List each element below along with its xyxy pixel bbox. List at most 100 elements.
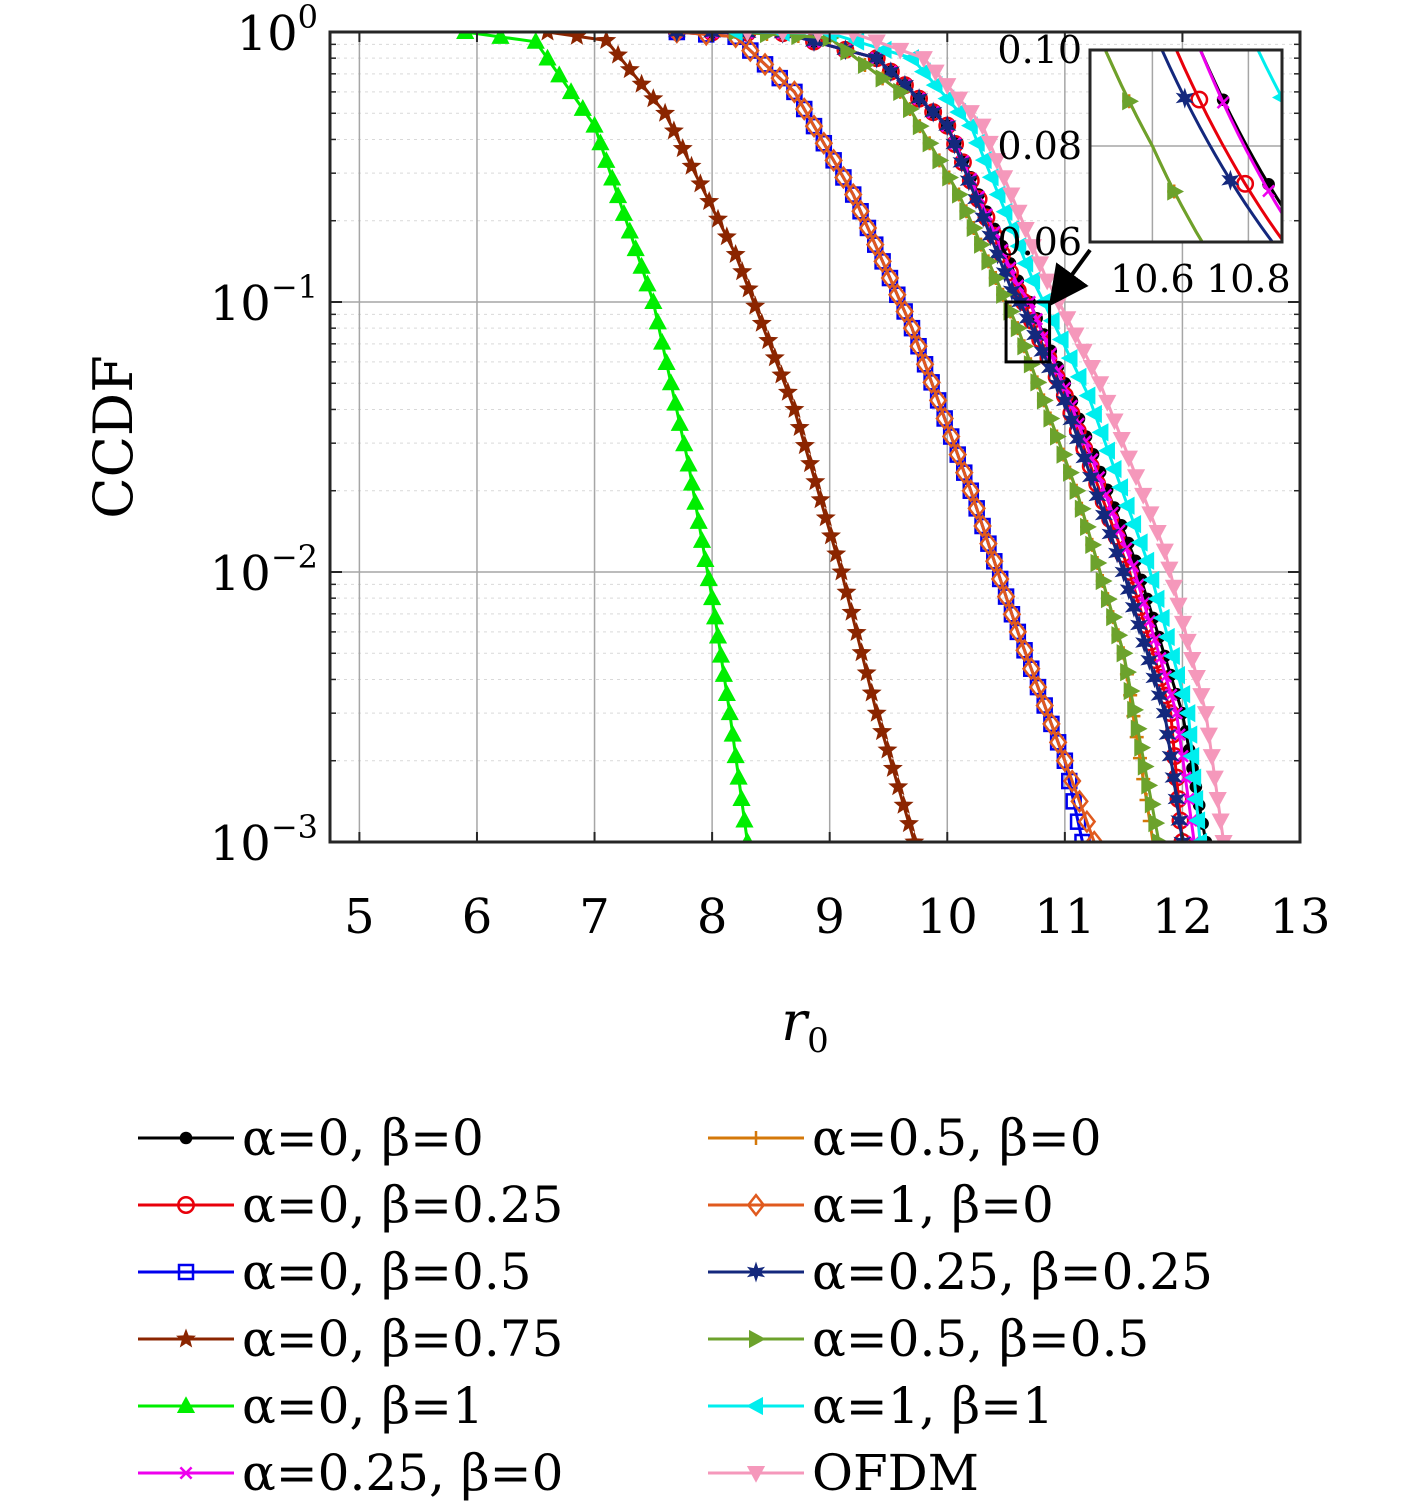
data-point-star — [821, 525, 841, 545]
data-point-hexstar — [995, 262, 1014, 283]
data-point-triangle-right — [903, 99, 920, 119]
data-point-triangle-down — [742, 32, 753, 42]
data-point-hexstar — [1081, 466, 1101, 488]
data-point-star — [826, 543, 847, 563]
data-point-diamond — [985, 549, 1004, 574]
data-point-triangle-left — [1184, 768, 1202, 787]
data-point-star — [738, 278, 759, 298]
data-point-triangle-up — [705, 607, 725, 625]
data-point-hexstar — [1221, 169, 1240, 191]
legend: α=0, β=0 α=0, β=0.25 α=0, β=0.5 α=0, β=0.75… — [138, 1109, 1213, 1502]
data-point-triangle-left — [1168, 665, 1186, 685]
data-point-star — [866, 702, 887, 722]
data-point-star — [771, 364, 792, 384]
data-point-hexstar — [1155, 702, 1174, 724]
data-point-triangle-down — [1038, 273, 1057, 291]
data-point-triangle-right — [1050, 427, 1067, 446]
data-point-diamond — [941, 424, 961, 449]
data-point-triangle-down — [914, 51, 933, 68]
data-point-star — [777, 381, 798, 401]
legend-label: α=0, β=1 — [242, 1377, 484, 1435]
data-point-triangle-down — [1183, 651, 1202, 669]
data-point-triangle-left — [746, 1396, 763, 1416]
legend-entry: α=0, β=0 — [138, 1109, 484, 1167]
data-point-triangle-right — [1095, 571, 1113, 591]
data-point-triangle-left — [1186, 789, 1204, 809]
data-point-x — [1216, 96, 1230, 110]
data-point-triangle-left — [1182, 747, 1200, 766]
data-point-diamond — [1084, 830, 1104, 842]
data-point-triangle-left — [1142, 570, 1160, 589]
data-point-triangle-left — [1069, 367, 1087, 387]
data-point-triangle-up — [526, 32, 545, 49]
data-point-triangle-down — [1082, 360, 1101, 377]
data-point-triangle-down — [1164, 579, 1184, 597]
data-point-triangle-right — [1023, 355, 1041, 374]
inset-y-tick-label: 0.08 — [997, 124, 1082, 168]
data-point-triangle-left — [1051, 330, 1069, 349]
series-3 — [541, 32, 925, 842]
data-point-triangle-left — [1147, 589, 1165, 609]
data-point-triangle-up — [714, 665, 733, 682]
data-point-triangle-left — [1098, 441, 1115, 460]
data-point-hexstar — [1026, 324, 1045, 346]
data-point-diamond — [834, 165, 853, 190]
data-point-star — [725, 244, 746, 263]
data-point-diamond — [954, 460, 974, 485]
legend-label: α=0.25, β=0 — [242, 1444, 563, 1502]
data-point-triangle-down — [1058, 311, 1077, 329]
data-point-x — [1175, 749, 1189, 763]
data-point-diamond — [794, 97, 814, 121]
data-point-triangle-up — [670, 414, 689, 431]
data-point-triangle-up — [726, 746, 745, 764]
data-point-x — [1137, 596, 1151, 610]
data-point-triangle-up — [711, 645, 731, 663]
data-point-triangle-down — [987, 153, 1007, 170]
data-point-diamond — [858, 216, 878, 240]
data-point-diamond — [746, 1193, 766, 1217]
data-point-triangle-up — [723, 724, 742, 742]
data-point-triangle-right — [1036, 391, 1054, 410]
data-point-diamond — [824, 148, 843, 173]
data-point-triangle-up — [682, 473, 702, 491]
data-point-triangle-right — [1111, 626, 1129, 645]
data-point-diamond — [996, 584, 1016, 609]
data-point-diamond — [922, 370, 941, 395]
data-point-triangle-right — [996, 285, 1013, 304]
legend-entry: α=0.5, β=0 — [708, 1109, 1102, 1167]
data-point-hexstar — [1108, 542, 1127, 564]
data-point-triangle-right — [1069, 481, 1087, 500]
legend-entry: α=0, β=1 — [138, 1377, 484, 1435]
data-point-triangle-down — [1155, 543, 1174, 561]
zoom-arrow — [1048, 248, 1092, 307]
data-point-triangle-right — [1130, 719, 1148, 738]
data-point-hexstar — [1140, 649, 1159, 671]
y-tick-label-base: 10 — [237, 6, 298, 62]
y-tick-label-exponent: −2 — [271, 538, 318, 576]
data-point-triangle-left — [1152, 608, 1170, 628]
data-point-hexstar — [1150, 685, 1169, 706]
y-tick-label: 100 — [237, 0, 318, 62]
data-point-star — [608, 44, 628, 64]
data-point-star — [699, 191, 720, 210]
data-point-hexstar — [1167, 788, 1186, 810]
data-point-diamond — [1062, 769, 1082, 793]
data-point-hexstar — [1002, 280, 1021, 302]
data-point-hexstar — [1040, 357, 1059, 379]
data-point-star — [745, 295, 766, 315]
data-point-hexstar — [1075, 447, 1094, 469]
legend-entry: α=0.25, β=0.25 — [708, 1243, 1213, 1301]
data-point-hexstar — [1101, 523, 1120, 545]
data-point-triangle-up — [638, 274, 657, 292]
data-point-triangle-up — [608, 186, 628, 204]
data-point-triangle-left — [988, 185, 1006, 204]
data-point-triangle-down — [1196, 706, 1216, 723]
data-point-triangle-down — [1134, 487, 1153, 505]
data-point-hexstar — [881, 61, 900, 83]
data-point-diamond — [1077, 809, 1097, 834]
data-point-triangle-left — [1111, 478, 1129, 497]
data-point-triangle-down — [1066, 327, 1085, 345]
data-point-hexstar — [966, 188, 986, 210]
data-point-triangle-up — [735, 810, 754, 828]
data-point-triangle-right — [1063, 463, 1080, 482]
